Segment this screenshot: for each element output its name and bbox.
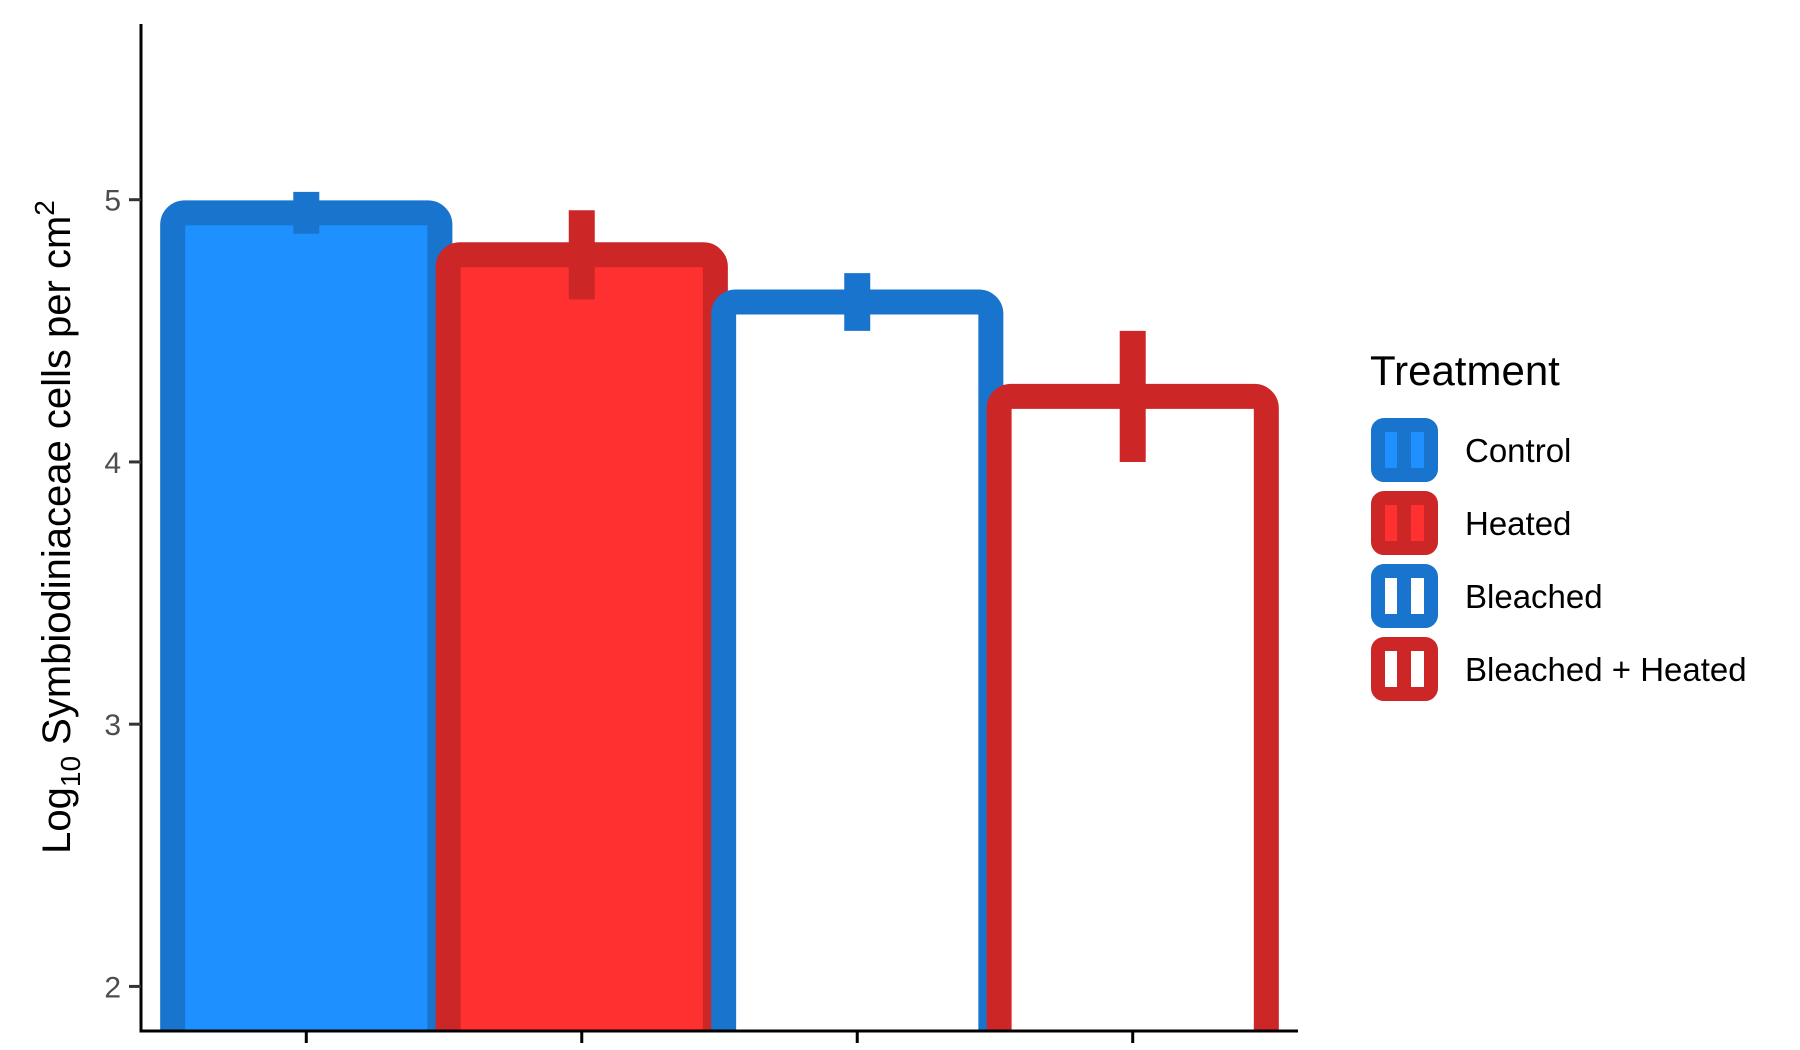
axes-layer xyxy=(139,24,1298,1033)
y-axis-title-main: Symbiodiniaceae cells per cm xyxy=(35,216,79,756)
bar xyxy=(160,200,453,1050)
y-tick-label: 3 xyxy=(104,709,121,742)
bars-layer xyxy=(0,191,1800,1050)
bar xyxy=(711,289,1004,1050)
bar xyxy=(435,242,728,1050)
bar-group xyxy=(435,210,728,1050)
legend-item: Heated xyxy=(1371,491,1571,555)
legend-label: Heated xyxy=(1465,505,1571,542)
legend: Treatment Control Heated Bleached Bleached … xyxy=(1370,347,1747,701)
bar-group xyxy=(160,191,453,1050)
legend-item: Control xyxy=(1371,418,1571,482)
y-axis-title-subscript: 10 xyxy=(55,756,86,787)
y-tick-label: 2 xyxy=(104,971,121,1004)
legend-label: Bleached + Heated xyxy=(1465,651,1747,688)
y-ticks: 2 3 4 5 xyxy=(104,185,141,1004)
x-ticks xyxy=(304,1031,1135,1043)
plot-clip-mask xyxy=(0,1032,1800,1050)
legend-items: Control Heated Bleached Bleached + Heated xyxy=(1371,418,1747,701)
bar-group xyxy=(986,330,1279,1050)
bar xyxy=(986,383,1279,1050)
legend-label: Bleached xyxy=(1465,578,1603,615)
legend-item: Bleached xyxy=(1371,564,1603,628)
legend-label: Control xyxy=(1465,432,1571,469)
y-axis-title-base: Log xyxy=(35,787,79,854)
y-axis-title: Log10 Symbiodiniaceae cells per cm2 xyxy=(29,200,86,854)
y-tick-label: 5 xyxy=(104,185,121,218)
legend-title: Treatment xyxy=(1370,347,1560,394)
bar-group xyxy=(711,273,1004,1050)
y-tick-label: 4 xyxy=(104,447,121,480)
y-axis-title-superscript: 2 xyxy=(29,200,60,216)
legend-item: Bleached + Heated xyxy=(1371,637,1747,701)
